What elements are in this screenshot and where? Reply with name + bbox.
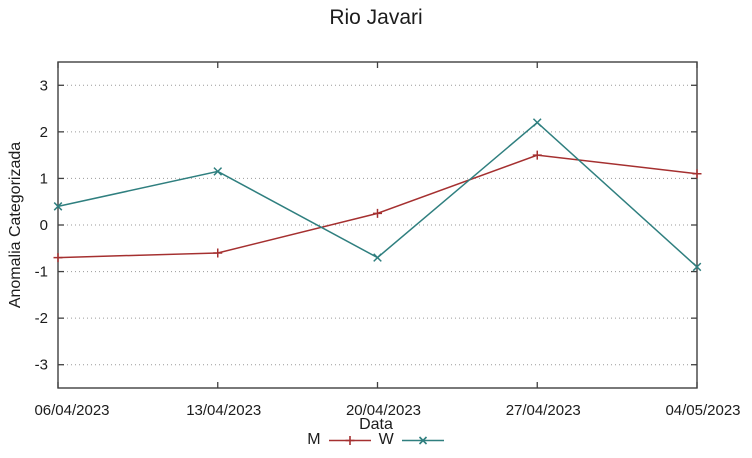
plus-marker-icon xyxy=(532,150,542,160)
x-tick-label: 04/05/2023 xyxy=(665,402,740,419)
x-axis-label: Data xyxy=(359,416,393,433)
cross-marker-icon xyxy=(692,262,702,272)
plus-marker-icon xyxy=(692,169,702,179)
series-line-w xyxy=(57,121,698,268)
cross-marker-icon xyxy=(213,167,223,176)
y-tick-label: 2 xyxy=(40,124,48,141)
y-tick-label: 3 xyxy=(40,77,48,94)
plus-marker-icon xyxy=(345,435,355,445)
plus-marker-icon xyxy=(373,208,382,218)
y-tick-label: -2 xyxy=(35,310,48,327)
y-tick-label: -1 xyxy=(35,264,48,281)
y-tick-label: 0 xyxy=(40,217,48,234)
legend-label-m: M xyxy=(307,431,321,448)
legend: M W xyxy=(0,431,752,449)
plus-marker-icon xyxy=(53,253,63,263)
chart-title: Rio Javari xyxy=(329,6,423,29)
x-tick-label: 06/04/2023 xyxy=(34,402,109,419)
cross-marker-icon xyxy=(418,435,427,445)
legend-sample-w xyxy=(401,435,444,445)
y-tick-label: 1 xyxy=(40,170,48,187)
cross-marker-icon xyxy=(373,253,382,262)
x-tick-label: 13/04/2023 xyxy=(186,402,261,419)
series-line-m xyxy=(57,154,698,259)
y-tick-label: -3 xyxy=(35,357,48,374)
cross-marker-icon xyxy=(53,202,63,211)
legend-sample-m xyxy=(328,435,371,445)
plus-marker-icon xyxy=(213,248,223,258)
x-tick-label: 27/04/2023 xyxy=(506,402,581,419)
x-tick-label: 20/04/2023 xyxy=(346,402,421,419)
plot-border xyxy=(57,61,698,389)
cross-marker-icon xyxy=(532,118,542,127)
legend-label-w: W xyxy=(378,431,394,448)
